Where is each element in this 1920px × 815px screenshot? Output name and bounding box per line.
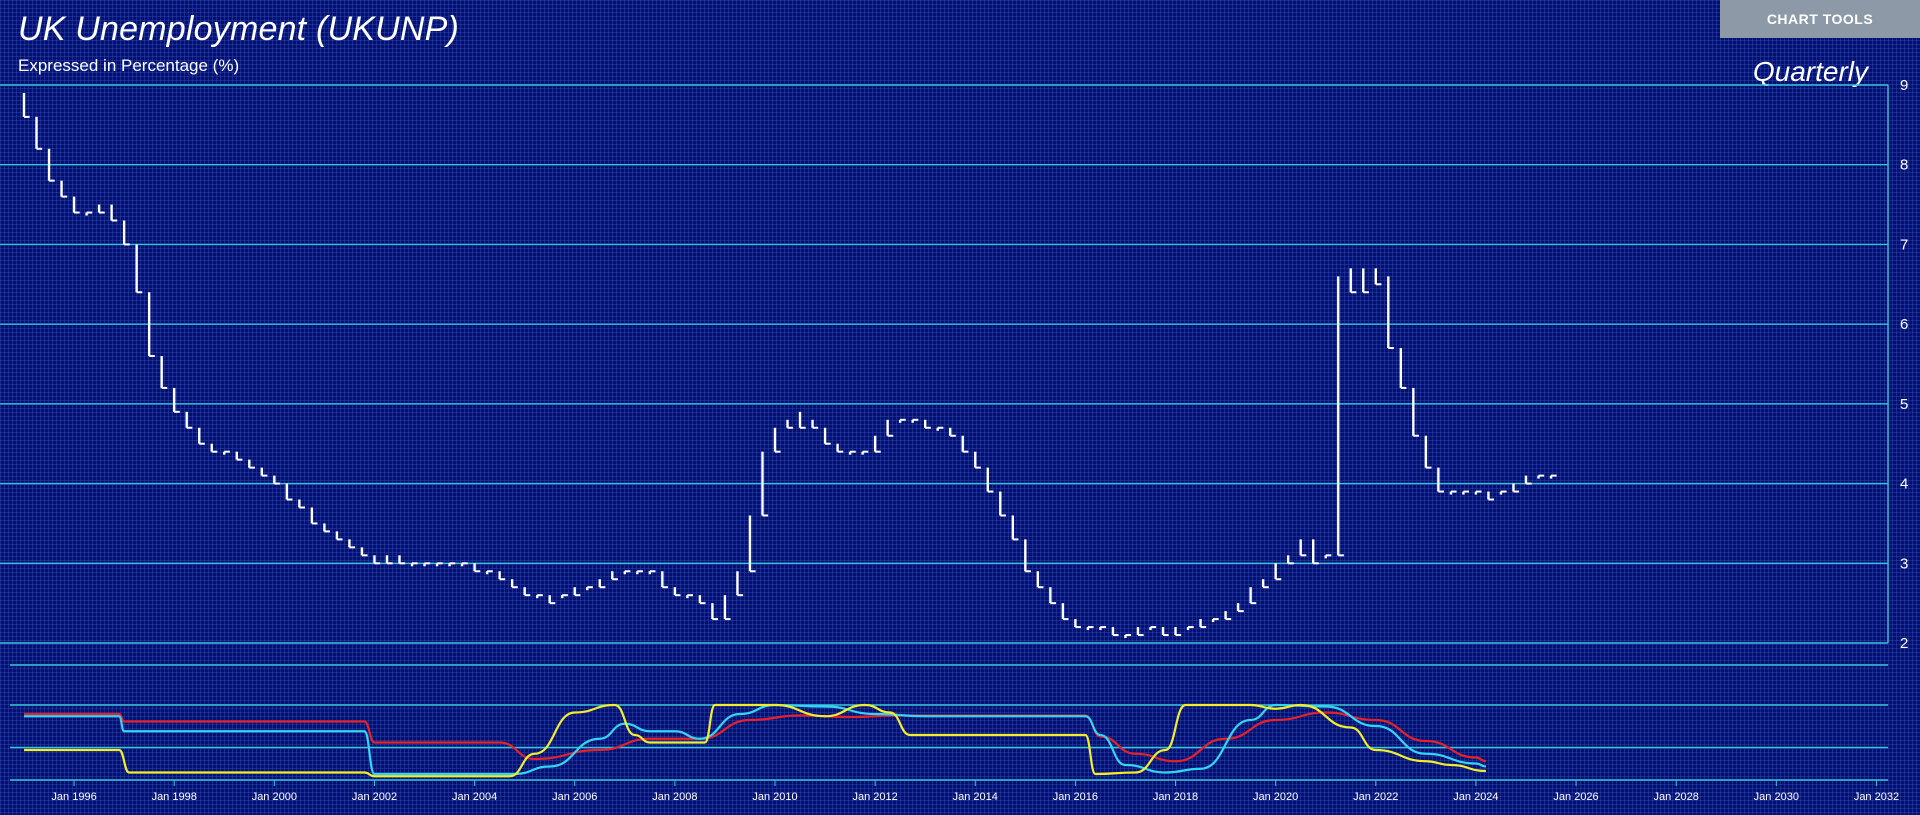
x-tick-label: Jan 2024 [1453, 791, 1498, 803]
x-tick-label: Jan 2018 [1153, 791, 1198, 803]
y-tick-label: 3 [1900, 555, 1908, 572]
x-tick-label: Jan 2026 [1553, 791, 1598, 803]
x-tick-label: Jan 1996 [51, 791, 96, 803]
x-tick-label: Jan 2032 [1854, 791, 1899, 803]
chart-title: UK Unemployment (UKUNP) [18, 10, 460, 48]
indicator-series-line [24, 703, 1487, 776]
x-tick-label: Jan 2016 [1053, 791, 1098, 803]
frequency-label: Quarterly [1752, 56, 1868, 87]
x-tick-label: Jan 2022 [1353, 791, 1398, 803]
x-tick-label: Jan 2028 [1654, 791, 1699, 803]
main-gridlines [0, 84, 1889, 666]
x-tick-label: Jan 2020 [1253, 791, 1298, 803]
indicator-lines [24, 703, 1487, 778]
x-tick-label: Jan 2002 [352, 791, 397, 803]
x-axis: Jan 1996 Jan 1998 Jan 2000 Jan 2002 Jan 2004… [51, 780, 1899, 803]
x-tick-label: Jan 2008 [652, 791, 697, 803]
x-tick-label: Jan 2014 [953, 791, 998, 803]
y-tick-label: 6 [1900, 316, 1908, 333]
y-tick-label: 8 [1900, 157, 1908, 174]
x-tick-label: Jan 1998 [152, 791, 197, 803]
x-tick-label: Jan 2030 [1754, 791, 1799, 803]
main-y-axis: 2 3 4 5 6 7 8 9 [1900, 77, 1908, 652]
indicator-series-line [24, 703, 1486, 778]
y-tick-label: 7 [1900, 236, 1908, 253]
x-tick-label: Jan 2004 [452, 791, 497, 803]
y-tick-label: 2 [1900, 635, 1908, 652]
indicator-gridlines [10, 704, 1888, 781]
chart-tools-button[interactable]: CHART TOOLS [1720, 0, 1920, 38]
y-tick-label: 5 [1900, 396, 1908, 413]
x-tick-label: Jan 2000 [252, 791, 297, 803]
chart-subtitle: Expressed in Percentage (%) [18, 56, 240, 75]
indicator-series-line [24, 711, 1487, 763]
y-tick-label: 4 [1900, 476, 1908, 493]
x-tick-label: Jan 2012 [852, 791, 897, 803]
x-tick-label: Jan 2006 [552, 791, 597, 803]
x-tick-label: Jan 2010 [752, 791, 797, 803]
y-tick-label: 9 [1900, 77, 1908, 94]
price-bars [22, 92, 1557, 639]
